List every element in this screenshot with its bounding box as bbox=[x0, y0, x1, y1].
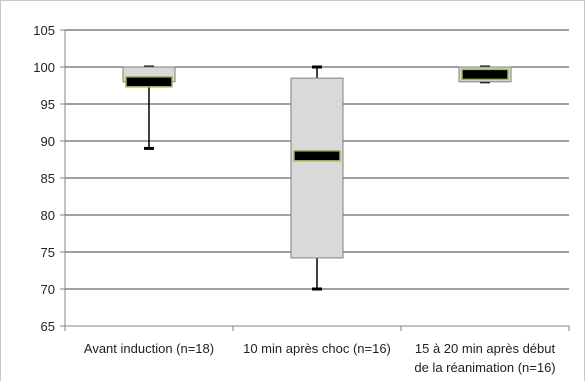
axes bbox=[60, 29, 570, 331]
median-marker bbox=[125, 76, 173, 88]
y-tick-label: 75 bbox=[41, 245, 55, 260]
x-tick-label: 10 min après choc (n=16) bbox=[243, 341, 391, 356]
median-marker bbox=[461, 68, 509, 81]
x-tick-label: de la réanimation (n=16) bbox=[414, 360, 555, 375]
y-tick-label: 70 bbox=[41, 282, 55, 297]
median-marker bbox=[293, 150, 341, 162]
x-tick-label: Avant induction (n=18) bbox=[84, 341, 214, 356]
y-tick-label: 95 bbox=[41, 97, 55, 112]
y-tick-label: 65 bbox=[41, 319, 55, 334]
y-tick-label: 80 bbox=[41, 208, 55, 223]
y-tick-label: 100 bbox=[33, 60, 55, 75]
boxes bbox=[122, 65, 512, 291]
iqr-box bbox=[290, 77, 344, 259]
x-tick-label: 15 à 20 min après début bbox=[415, 341, 556, 356]
y-tick-label: 85 bbox=[41, 171, 55, 186]
y-tick-label: 90 bbox=[41, 134, 55, 149]
tick-labels: 65 70 75 80 85 90 95 100 105 Avant induction (n=1… bbox=[33, 23, 555, 375]
y-tick-label: 105 bbox=[33, 23, 55, 38]
